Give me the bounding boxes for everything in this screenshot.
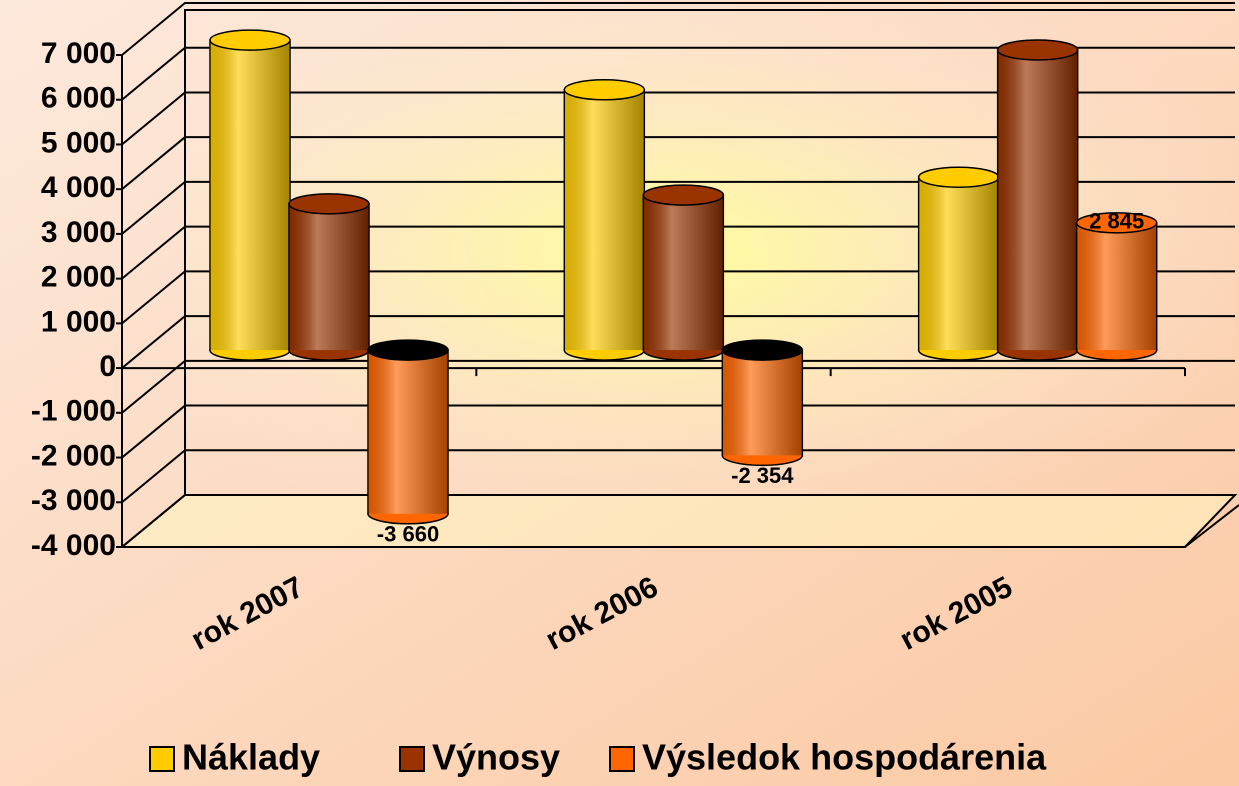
y-tick-label: 6 000 xyxy=(41,82,116,115)
bar-cover-shade xyxy=(919,177,998,351)
bar-cover-shade xyxy=(1077,222,1156,351)
bar-cap xyxy=(367,339,449,361)
data-label: -3 660 xyxy=(377,522,439,547)
y-tick-label: -1 000 xyxy=(31,395,116,428)
bar-cover-shade xyxy=(289,203,369,351)
y-tick-label: 4 000 xyxy=(41,171,116,204)
bar-cover-shade xyxy=(565,89,644,351)
legend-label: Výnosy xyxy=(432,737,560,778)
grid-line xyxy=(121,315,1235,369)
bar-cap xyxy=(1075,212,1158,234)
grid-line xyxy=(121,359,1235,414)
bar-cap xyxy=(721,339,804,361)
grid-line xyxy=(121,91,1235,146)
y-tick-label: 1 000 xyxy=(41,305,116,338)
floor xyxy=(121,494,1238,548)
bar-cover-shade xyxy=(210,40,290,351)
legend-label: Výsledok hospodárenia xyxy=(642,737,1047,778)
legend-swatch xyxy=(609,746,635,772)
y-tick-label: -2 000 xyxy=(31,439,116,472)
bar-cap xyxy=(288,193,370,215)
edge xyxy=(1184,504,1239,548)
y-tick-label: 5 000 xyxy=(41,126,116,159)
legend-swatch xyxy=(399,746,425,772)
y-tick-label: 3 000 xyxy=(41,216,116,249)
bar-cover-shade xyxy=(368,350,448,514)
grid-line xyxy=(121,270,1235,325)
legend-swatch xyxy=(149,746,175,772)
bar-cap xyxy=(563,79,646,101)
y-tick-label: -3 000 xyxy=(31,484,116,517)
bar-cover-shade xyxy=(644,195,723,351)
legend-label: Náklady xyxy=(182,737,320,778)
grid-line xyxy=(121,1,1235,56)
wall-edge xyxy=(184,9,1235,495)
grid-line xyxy=(121,404,1235,459)
grid-line xyxy=(121,136,1235,190)
grid-line xyxy=(121,449,1235,504)
bar-cap xyxy=(209,29,291,51)
bar-cap xyxy=(996,39,1079,61)
bar-cap xyxy=(917,166,1000,188)
bar-cover-shade xyxy=(723,350,802,456)
data-label: 2 845 xyxy=(1089,209,1144,234)
bar-cover-shade xyxy=(998,49,1077,351)
y-tick-label: 7 000 xyxy=(41,37,116,70)
grid-line xyxy=(121,225,1235,280)
grid-line xyxy=(121,494,1235,548)
y-tick-label: -4 000 xyxy=(31,529,116,562)
y-tick-label: 0 xyxy=(99,350,116,383)
y-tick-label: 2 000 xyxy=(41,261,116,294)
data-label: -2 354 xyxy=(731,463,794,488)
grid-line xyxy=(121,46,1235,101)
grid-line xyxy=(121,180,1235,235)
bar-cap xyxy=(642,184,725,206)
